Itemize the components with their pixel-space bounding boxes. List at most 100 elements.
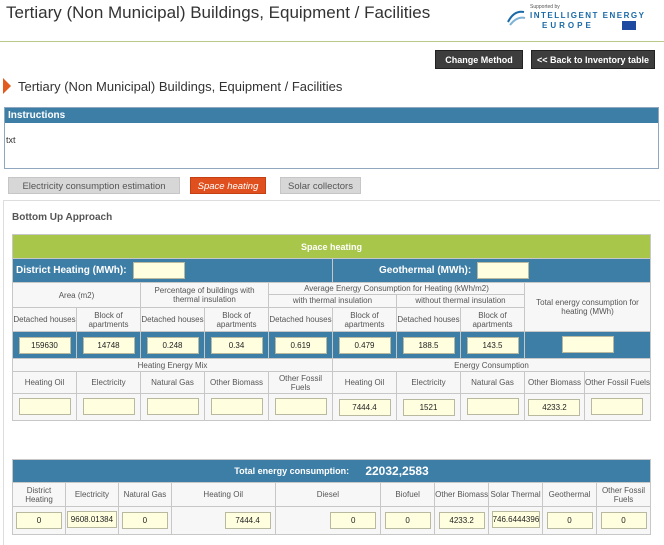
mix-other-biomass-field[interactable] bbox=[210, 397, 263, 415]
space-heating-title: Space heating bbox=[12, 234, 651, 259]
input-cell: 0.619 bbox=[268, 331, 333, 359]
instructions-title: Instructions bbox=[5, 108, 658, 123]
tab-electricity-consumption[interactable]: Electricity consumption estimation bbox=[8, 177, 180, 194]
geothermal-row: Geothermal (MWh): bbox=[332, 258, 651, 283]
intelligent-energy-europe-logo: Supported by INTELLIGENT ENERGY EUROPE bbox=[504, 4, 660, 34]
input-cell: 0 bbox=[596, 506, 651, 535]
tab-solar-collectors[interactable]: Solar collectors bbox=[280, 177, 361, 194]
total-consumption-table: Total energy consumption: 22032,2583 Dis… bbox=[12, 459, 651, 535]
input-cell bbox=[583, 393, 652, 421]
without-insulation-detached-field[interactable]: 188.5 bbox=[402, 336, 455, 354]
page-title: Tertiary (Non Municipal) Buildings, Equi… bbox=[6, 3, 431, 22]
section-title-bar: Tertiary (Non Municipal) Buildings, Equi… bbox=[0, 75, 664, 99]
input-cell: 1521 bbox=[396, 393, 461, 421]
back-to-inventory-button[interactable]: << Back to Inventory table bbox=[531, 50, 655, 69]
with-insulation-header: with thermal insulation bbox=[269, 295, 397, 307]
col-block-of-apartments: Block of apartments bbox=[332, 307, 397, 332]
input-cell: 7444.4 bbox=[332, 393, 397, 421]
input-cell: 746.6444396 bbox=[488, 506, 544, 535]
total-col-other-biomass: Other Biomass bbox=[434, 482, 490, 507]
mix-col-electricity: Electricity bbox=[76, 371, 141, 394]
col-detached-houses: Detached houses bbox=[396, 307, 461, 332]
pct-detached-field[interactable]: 0.248 bbox=[146, 336, 199, 354]
section-marker-icon bbox=[3, 78, 11, 94]
total-district-heating-field[interactable]: 0 bbox=[15, 512, 62, 529]
with-insulation-detached-field[interactable]: 0.619 bbox=[274, 336, 327, 354]
consumption-other-biomass-field[interactable]: 4233.2 bbox=[528, 398, 581, 416]
total-col-other-fossil-fuels: Other Fossil Fuels bbox=[596, 482, 651, 507]
change-method-button[interactable]: Change Method bbox=[435, 50, 523, 69]
input-cell: 159630 bbox=[12, 331, 77, 359]
consumption-heating-oil-field[interactable]: 7444.4 bbox=[338, 398, 391, 416]
col-block-of-apartments: Block of apartments bbox=[204, 307, 269, 332]
district-heating-label: District Heating (MWh): bbox=[16, 265, 127, 276]
consumption-col-heating-oil: Heating Oil bbox=[332, 371, 397, 394]
total-geothermal-field[interactable]: 0 bbox=[546, 512, 593, 529]
area-block-field[interactable]: 14748 bbox=[82, 336, 135, 354]
input-cell bbox=[76, 393, 141, 421]
total-solar-thermal-field[interactable]: 746.6444396 bbox=[491, 511, 540, 528]
mix-heating-oil-field[interactable] bbox=[18, 397, 71, 415]
heating-energy-mix-header: Heating Energy Mix bbox=[12, 358, 333, 372]
logo-line-2: EUROPE bbox=[542, 21, 594, 30]
total-heating-field[interactable] bbox=[561, 335, 614, 353]
mix-other-fossil-fuels-field[interactable] bbox=[274, 397, 327, 415]
total-consumption-label: Total energy consumption: bbox=[234, 466, 350, 476]
consumption-other-fossil-fuels-field[interactable] bbox=[591, 397, 644, 415]
input-cell bbox=[140, 393, 205, 421]
total-col-geothermal: Geothermal bbox=[542, 482, 597, 507]
input-cell: 14748 bbox=[76, 331, 141, 359]
ie-logo-icon bbox=[507, 10, 526, 26]
with-insulation-block-field[interactable]: 0.479 bbox=[338, 336, 391, 354]
total-biofuel-field[interactable]: 0 bbox=[384, 512, 431, 529]
mix-electricity-field[interactable] bbox=[82, 397, 135, 415]
area-header: Area (m2) bbox=[12, 282, 141, 308]
total-consumption-bar: Total energy consumption: 22032,2583 bbox=[12, 459, 651, 483]
total-electricity-field[interactable]: 9608.01384 bbox=[66, 511, 117, 528]
district-heating-field[interactable] bbox=[132, 262, 185, 279]
input-cell bbox=[12, 393, 77, 421]
instructions-box: Instructions txt bbox=[4, 107, 659, 169]
eu-flag-icon bbox=[622, 21, 636, 30]
mix-natural-gas-field[interactable] bbox=[146, 397, 199, 415]
input-cell: 7444.4 bbox=[170, 506, 276, 535]
energy-consumption-header: Energy Consumption bbox=[332, 358, 651, 372]
logo-supported-by: Supported by bbox=[530, 4, 560, 10]
input-cell: 0 bbox=[274, 506, 382, 535]
input-cell bbox=[204, 393, 269, 421]
without-insulation-block-field[interactable]: 143.5 bbox=[466, 336, 519, 354]
consumption-col-electricity: Electricity bbox=[396, 371, 461, 394]
geothermal-label: Geothermal (MWh): bbox=[379, 265, 472, 276]
mix-col-other-fossil-fuels: Other Fossil Fuels bbox=[268, 371, 333, 394]
consumption-col-other-fossil-fuels: Other Fossil Fuels bbox=[583, 371, 652, 394]
col-detached-houses: Detached houses bbox=[268, 307, 333, 332]
consumption-natural-gas-field[interactable] bbox=[466, 397, 519, 415]
total-other-fossil-fuels-field[interactable]: 0 bbox=[600, 512, 647, 529]
total-col-district-heating: District Heating bbox=[12, 482, 66, 507]
mix-col-other-biomass: Other Biomass bbox=[204, 371, 269, 394]
input-cell bbox=[268, 393, 333, 421]
bottom-up-approach-title: Bottom Up Approach bbox=[12, 212, 113, 223]
total-natural-gas-field[interactable]: 0 bbox=[121, 512, 168, 529]
geothermal-field[interactable] bbox=[477, 262, 530, 279]
tab-space-heating[interactable]: Space heating bbox=[190, 177, 266, 194]
consumption-electricity-field[interactable]: 1521 bbox=[402, 398, 455, 416]
consumption-col-natural-gas: Natural Gas bbox=[460, 371, 525, 394]
instructions-body: txt bbox=[6, 135, 16, 145]
col-block-of-apartments: Block of apartments bbox=[460, 307, 525, 332]
total-col-biofuel: Biofuel bbox=[380, 482, 436, 507]
total-other-biomass-field[interactable]: 4233.2 bbox=[438, 512, 485, 529]
logo-line-1: INTELLIGENT ENERGY bbox=[530, 11, 646, 20]
input-cell: 0 bbox=[380, 506, 436, 535]
total-col-solar-thermal: Solar Thermal bbox=[488, 482, 544, 507]
district-heating-row: District Heating (MWh): bbox=[12, 258, 333, 283]
total-diesel-field[interactable]: 0 bbox=[330, 512, 377, 529]
input-cell: 0.479 bbox=[332, 331, 397, 359]
total-heating-oil-field[interactable]: 7444.4 bbox=[224, 512, 271, 529]
pct-block-field[interactable]: 0.34 bbox=[210, 336, 263, 354]
area-detached-field[interactable]: 159630 bbox=[18, 336, 71, 354]
total-col-heating-oil: Heating Oil bbox=[170, 482, 276, 507]
average-consumption-header: Average Energy Consumption for Heating (… bbox=[268, 282, 525, 308]
input-cell bbox=[524, 331, 651, 359]
total-col-diesel: Diesel bbox=[274, 482, 382, 507]
